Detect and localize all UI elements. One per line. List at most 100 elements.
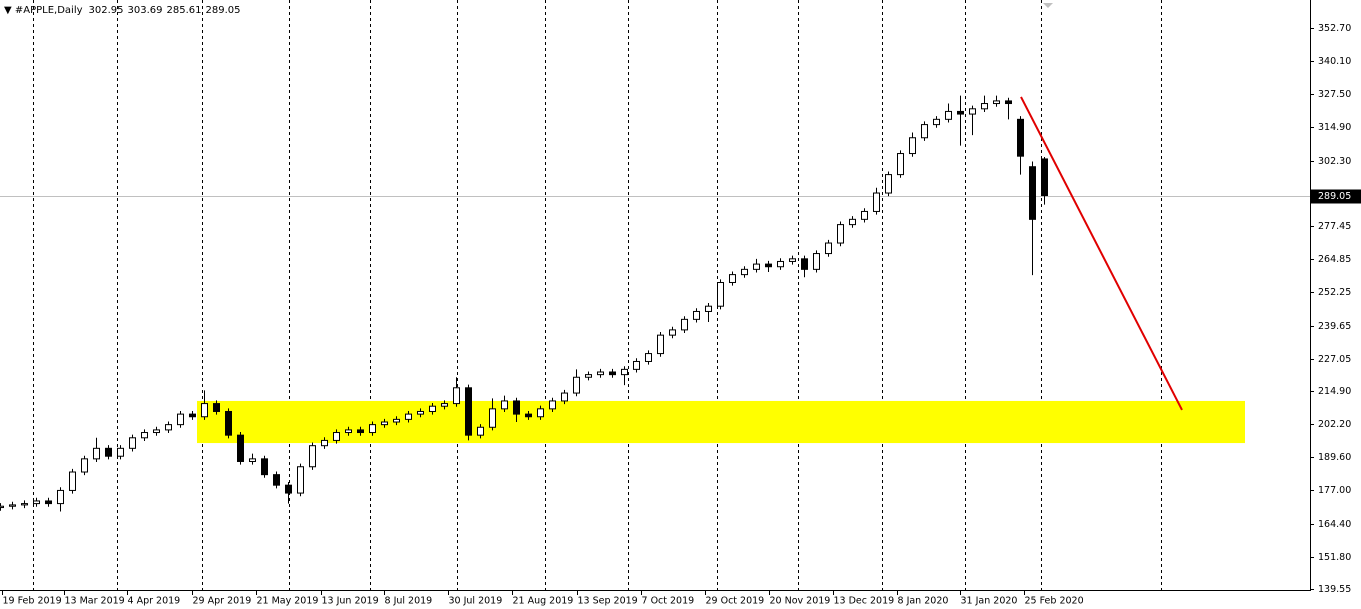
candle-body bbox=[561, 392, 568, 402]
candle-body bbox=[393, 418, 400, 423]
candle-body bbox=[309, 445, 316, 468]
y-tick-label: 202.20 bbox=[1318, 419, 1351, 430]
trendline bbox=[1020, 96, 1183, 411]
candle-body bbox=[477, 426, 484, 436]
candle-body bbox=[69, 471, 76, 491]
y-tick-label: 327.50 bbox=[1318, 89, 1351, 100]
y-tick-label: 264.85 bbox=[1318, 254, 1351, 265]
candle-body bbox=[1041, 158, 1048, 197]
y-tick-label: 352.70 bbox=[1318, 23, 1351, 34]
candle-body bbox=[165, 424, 172, 431]
x-tick-label: 21 Aug 2019 bbox=[513, 596, 574, 607]
candle-body bbox=[597, 371, 604, 376]
x-tick-label: 20 Nov 2019 bbox=[770, 596, 831, 607]
candle-body bbox=[633, 360, 640, 370]
candle-body bbox=[201, 403, 208, 418]
candle-body bbox=[573, 376, 580, 394]
bid-label: 289.05 bbox=[1318, 191, 1351, 202]
candle-body bbox=[453, 387, 460, 405]
candle-body bbox=[537, 408, 544, 418]
candle-body bbox=[369, 424, 376, 434]
candle-body bbox=[897, 153, 904, 176]
candle-body bbox=[801, 258, 808, 270]
candle-body bbox=[693, 310, 700, 320]
candle-body bbox=[285, 484, 292, 494]
candle-body bbox=[141, 432, 148, 439]
candle-body bbox=[753, 263, 760, 270]
x-tick-label: 8 Jan 2020 bbox=[898, 596, 949, 607]
candle-body bbox=[405, 413, 412, 420]
y-tick-label: 227.05 bbox=[1318, 354, 1351, 365]
header-arrow: ▼ bbox=[4, 5, 15, 16]
candle-body bbox=[525, 413, 532, 418]
candle-body bbox=[501, 400, 508, 410]
candle-body bbox=[705, 305, 712, 312]
symbol: #APPLE,Daily bbox=[15, 5, 83, 16]
candle-body bbox=[681, 318, 688, 331]
candle-body bbox=[273, 474, 280, 486]
candle-body bbox=[513, 400, 520, 415]
y-tick-label: 252.25 bbox=[1318, 287, 1351, 298]
candle-body bbox=[993, 100, 1000, 105]
candle-body bbox=[777, 260, 784, 268]
candle-body bbox=[213, 403, 220, 412]
candle-body bbox=[129, 437, 136, 449]
candle-body bbox=[729, 274, 736, 284]
header-open: 302.95 bbox=[89, 5, 124, 16]
candle-body bbox=[21, 503, 28, 506]
candle-body bbox=[1017, 118, 1024, 157]
candle-body bbox=[849, 218, 856, 226]
header-low: 285.61 bbox=[167, 5, 202, 16]
candle-body bbox=[177, 413, 184, 426]
shift-marker bbox=[1043, 3, 1053, 8]
candle-body bbox=[981, 103, 988, 110]
candle-body bbox=[945, 110, 952, 120]
candle-body bbox=[717, 282, 724, 307]
candle-body bbox=[417, 410, 424, 415]
candle-body bbox=[93, 447, 100, 460]
candle-body bbox=[81, 458, 88, 473]
candle-body bbox=[0, 505, 4, 509]
candle-body bbox=[861, 210, 868, 220]
candle-body bbox=[345, 429, 352, 434]
y-tick-label: 189.60 bbox=[1318, 452, 1351, 463]
candle-body bbox=[969, 108, 976, 115]
candle-body bbox=[237, 434, 244, 462]
y-tick-label: 151.80 bbox=[1318, 552, 1351, 563]
candle-body bbox=[297, 466, 304, 494]
candle-body bbox=[609, 371, 616, 376]
header-high: 303.69 bbox=[128, 5, 163, 16]
candle-body bbox=[189, 413, 196, 418]
x-tick-label: 4 Apr 2019 bbox=[128, 596, 181, 607]
candle-body bbox=[825, 242, 832, 255]
candle-body bbox=[333, 432, 340, 441]
candle-body bbox=[621, 368, 628, 376]
x-tick-label: 29 Apr 2019 bbox=[193, 596, 252, 607]
candle-body bbox=[33, 500, 40, 505]
y-tick-label: 164.40 bbox=[1318, 519, 1351, 530]
candle-body bbox=[249, 458, 256, 462]
candle-body bbox=[921, 124, 928, 139]
candle-body bbox=[489, 408, 496, 428]
candle-body bbox=[657, 334, 664, 355]
x-tick-label: 13 Sep 2019 bbox=[578, 596, 638, 607]
y-tick-label: 302.30 bbox=[1318, 156, 1351, 167]
x-tick-label: 13 Dec 2019 bbox=[834, 596, 895, 607]
x-tick-label: 25 Feb 2020 bbox=[1025, 596, 1084, 607]
candle-body bbox=[885, 174, 892, 194]
x-tick-label: 13 Jun 2019 bbox=[322, 596, 379, 607]
y-tick-label: 277.45 bbox=[1318, 221, 1351, 232]
candle-body bbox=[837, 224, 844, 244]
candle-body bbox=[873, 192, 880, 212]
candle-body bbox=[645, 353, 652, 362]
support-zone bbox=[197, 400, 1245, 444]
x-tick-label: 31 Jan 2020 bbox=[961, 596, 1018, 607]
candle-body bbox=[357, 429, 364, 434]
x-tick-label: 8 Jul 2019 bbox=[385, 596, 433, 607]
y-tick-label: 314.90 bbox=[1318, 122, 1351, 133]
candle-body bbox=[933, 118, 940, 126]
candle-body bbox=[225, 410, 232, 436]
